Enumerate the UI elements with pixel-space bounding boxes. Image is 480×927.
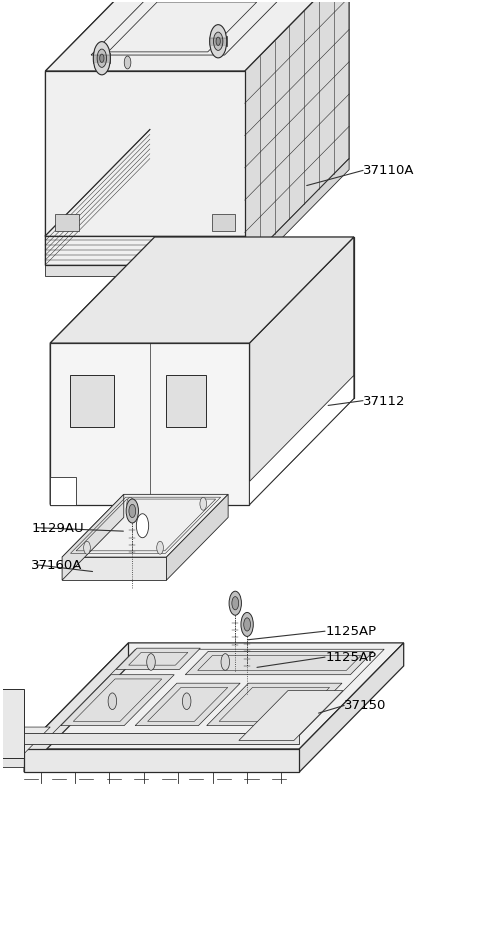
Text: 37150: 37150	[344, 698, 387, 711]
Circle shape	[229, 591, 241, 616]
Circle shape	[216, 38, 220, 46]
Circle shape	[124, 57, 131, 70]
Circle shape	[200, 498, 206, 511]
Text: 37112: 37112	[363, 394, 406, 407]
Circle shape	[182, 693, 191, 710]
Polygon shape	[62, 495, 228, 557]
Polygon shape	[62, 557, 167, 580]
Polygon shape	[24, 733, 300, 744]
Polygon shape	[167, 495, 228, 580]
Polygon shape	[116, 649, 200, 669]
Circle shape	[97, 50, 107, 69]
Circle shape	[84, 541, 90, 554]
Polygon shape	[0, 754, 24, 768]
Polygon shape	[61, 675, 174, 726]
Polygon shape	[54, 391, 350, 498]
Circle shape	[127, 498, 133, 511]
Polygon shape	[210, 37, 227, 47]
Polygon shape	[93, 54, 110, 64]
Circle shape	[244, 618, 251, 631]
Text: 1125AP: 1125AP	[325, 651, 376, 664]
Polygon shape	[250, 237, 354, 505]
Circle shape	[93, 43, 110, 76]
Polygon shape	[50, 477, 76, 505]
Circle shape	[129, 505, 136, 518]
Circle shape	[157, 541, 163, 554]
Circle shape	[126, 500, 138, 524]
Polygon shape	[46, 265, 245, 276]
Polygon shape	[207, 683, 342, 726]
Polygon shape	[245, 159, 349, 276]
Polygon shape	[46, 0, 349, 72]
Circle shape	[210, 26, 227, 58]
Text: 37160A: 37160A	[31, 558, 83, 571]
Polygon shape	[250, 376, 354, 505]
Polygon shape	[245, 0, 349, 265]
Polygon shape	[50, 237, 354, 344]
Polygon shape	[62, 495, 124, 580]
Text: 1129AU: 1129AU	[31, 522, 84, 535]
Polygon shape	[239, 691, 343, 741]
Circle shape	[214, 33, 223, 51]
Polygon shape	[24, 749, 300, 772]
Circle shape	[136, 514, 149, 539]
Polygon shape	[50, 344, 250, 505]
Circle shape	[147, 654, 155, 670]
Polygon shape	[50, 237, 155, 505]
Polygon shape	[46, 0, 150, 265]
Polygon shape	[24, 643, 129, 772]
Polygon shape	[135, 683, 240, 726]
Text: 1125AP: 1125AP	[325, 625, 376, 638]
Circle shape	[232, 597, 239, 610]
Polygon shape	[300, 643, 404, 772]
Circle shape	[100, 55, 104, 63]
Circle shape	[241, 613, 253, 637]
Polygon shape	[155, 237, 354, 399]
Polygon shape	[70, 376, 114, 427]
Circle shape	[108, 693, 117, 710]
Text: 37110A: 37110A	[363, 164, 415, 177]
Polygon shape	[185, 652, 373, 675]
Polygon shape	[0, 690, 24, 758]
Circle shape	[221, 654, 229, 670]
Polygon shape	[212, 215, 235, 232]
Polygon shape	[24, 643, 404, 749]
Polygon shape	[0, 728, 50, 754]
Polygon shape	[166, 376, 205, 427]
Polygon shape	[55, 215, 79, 232]
Polygon shape	[46, 72, 245, 265]
